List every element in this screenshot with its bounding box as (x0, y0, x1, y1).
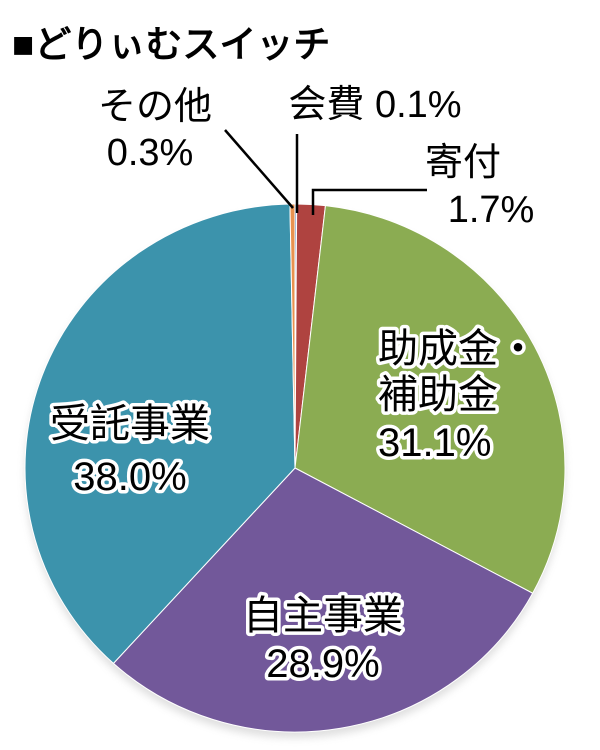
outer-labels: その他 0.3% 会費 0.1% 寄付 1.7% (98, 84, 534, 231)
inner-labels: 受託事業 38.0% 助成金・ 補助金 31.1% 自主事業 28.9% (47, 324, 542, 690)
label-donation-name: 寄付 (425, 142, 501, 184)
label-own-business-name: 自主事業 (243, 594, 403, 638)
leader-line-other (224, 129, 294, 209)
pie-slice-3 (112, 467, 534, 733)
pie-slice-2 (294, 205, 566, 594)
label-grant-line2: 補助金 (378, 373, 498, 417)
leader-line-donation (311, 188, 427, 215)
label-other-name: その他 (98, 86, 212, 128)
label-grant-value: 31.1% (378, 421, 491, 465)
label-own-business-value: 28.9% (266, 642, 379, 686)
label-membership: 会費 0.1% (288, 84, 461, 126)
leader-lines (224, 129, 427, 215)
label-contract-value: 38.0% (73, 455, 186, 499)
label-donation-value: 1.7% (448, 189, 535, 231)
label-other-value: 0.3% (107, 132, 194, 174)
chart-title: ■どりぃむスイッチ (12, 24, 331, 65)
pie-slice-4 (24, 203, 296, 665)
label-contract-name: 受託事業 (50, 402, 210, 446)
pie-slices (24, 203, 566, 733)
label-grant-line1: 助成金・ (378, 327, 538, 371)
